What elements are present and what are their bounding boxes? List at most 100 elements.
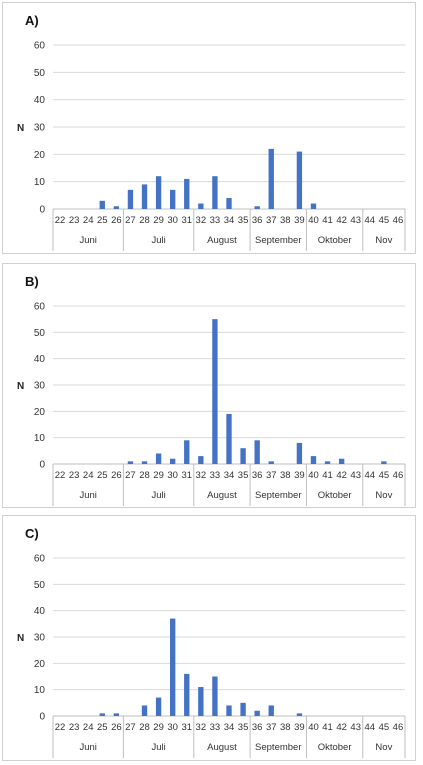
bar bbox=[127, 189, 134, 209]
bar bbox=[212, 676, 218, 716]
x-tick-label: 42 bbox=[336, 470, 347, 481]
bar bbox=[310, 456, 317, 464]
x-tick-label: 29 bbox=[153, 722, 164, 733]
y-tick-label: 0 bbox=[39, 712, 45, 723]
bar bbox=[141, 705, 148, 716]
y-tick-label: 20 bbox=[34, 150, 46, 161]
x-tick-label: 42 bbox=[336, 722, 347, 733]
x-tick-label: 27 bbox=[125, 722, 136, 733]
x-tick-label: 31 bbox=[181, 470, 192, 481]
bar bbox=[268, 461, 274, 464]
bar bbox=[155, 697, 162, 716]
bar bbox=[226, 198, 232, 209]
x-tick-label: 31 bbox=[181, 722, 192, 733]
month-label: Nov bbox=[375, 742, 392, 753]
bar bbox=[113, 206, 120, 209]
bar bbox=[240, 702, 246, 716]
x-tick-label: 32 bbox=[196, 215, 207, 226]
x-tick-label: 38 bbox=[280, 470, 291, 481]
x-tick-label: 44 bbox=[365, 470, 376, 481]
bar bbox=[296, 151, 303, 209]
bar bbox=[99, 713, 105, 716]
panel-label: C) bbox=[25, 526, 39, 541]
y-tick-label: 30 bbox=[34, 633, 46, 644]
bar bbox=[254, 206, 260, 209]
month-label: Oktober bbox=[318, 490, 352, 501]
bar bbox=[324, 461, 331, 464]
y-tick-label: 50 bbox=[34, 580, 46, 591]
chart-panel-a: A) 0 10 20 30 40 50 60 N 22 23 24 25 26 27 28 29 30 31 32 3… bbox=[2, 2, 416, 254]
x-tick-label: 23 bbox=[69, 215, 80, 226]
bar bbox=[170, 618, 176, 716]
y-axis-label: N bbox=[17, 633, 24, 644]
month-label: September bbox=[255, 490, 301, 501]
bar bbox=[184, 178, 190, 209]
x-tick-label: 43 bbox=[350, 722, 361, 733]
month-label: Nov bbox=[375, 490, 392, 501]
x-tick-label: 35 bbox=[238, 215, 249, 226]
x-tick-label: 31 bbox=[181, 215, 192, 226]
x-tick-label: 29 bbox=[153, 215, 164, 226]
bar bbox=[240, 448, 246, 464]
x-tick-label: 40 bbox=[308, 215, 319, 226]
x-tick-label: 37 bbox=[266, 722, 277, 733]
bar bbox=[99, 200, 105, 209]
x-tick-label: 37 bbox=[266, 215, 277, 226]
y-axis-label: N bbox=[17, 123, 24, 134]
x-tick-label: 36 bbox=[252, 722, 263, 733]
x-tick-label: 28 bbox=[139, 722, 150, 733]
bar bbox=[198, 203, 204, 209]
x-tick-label: 34 bbox=[224, 470, 235, 481]
y-tick-label: 30 bbox=[34, 381, 46, 392]
bar bbox=[254, 710, 260, 716]
y-tick-label: 10 bbox=[34, 433, 46, 444]
y-tick-label: 0 bbox=[39, 460, 45, 471]
y-axis-label: N bbox=[17, 381, 24, 392]
x-tick-label: 27 bbox=[125, 470, 136, 481]
month-label: August bbox=[207, 742, 237, 753]
x-tick-label: 46 bbox=[393, 470, 404, 481]
x-tick-label: 34 bbox=[224, 215, 235, 226]
x-tick-label: 44 bbox=[365, 215, 376, 226]
bar bbox=[226, 705, 232, 716]
x-tick-label: 24 bbox=[83, 470, 94, 481]
y-tick-label: 60 bbox=[34, 41, 46, 52]
x-tick-label: 22 bbox=[55, 215, 66, 226]
month-label: September bbox=[255, 742, 301, 753]
bar bbox=[381, 461, 387, 464]
month-label: Juni bbox=[79, 235, 96, 246]
bar bbox=[113, 713, 120, 716]
month-label: Juni bbox=[79, 742, 96, 753]
x-tick-label: 32 bbox=[196, 722, 207, 733]
y-tick-label: 20 bbox=[34, 407, 46, 418]
month-label: Nov bbox=[375, 235, 392, 246]
chart-panel-b: B) 0 10 20 30 40 50 60 N 22 23 24 25 26 27 28 29 30 31 32 3… bbox=[2, 263, 416, 508]
bar bbox=[155, 453, 162, 464]
bar bbox=[226, 413, 232, 464]
x-tick-label: 46 bbox=[393, 215, 404, 226]
bar bbox=[198, 456, 204, 464]
x-tick-label: 42 bbox=[336, 215, 347, 226]
x-tick-label: 33 bbox=[210, 722, 221, 733]
bar bbox=[155, 176, 162, 209]
x-tick-label: 26 bbox=[111, 722, 122, 733]
x-tick-label: 45 bbox=[379, 470, 390, 481]
x-tick-label: 27 bbox=[125, 215, 136, 226]
x-tick-label: 45 bbox=[379, 722, 390, 733]
month-label: September bbox=[255, 235, 301, 246]
y-tick-label: 50 bbox=[34, 328, 46, 339]
y-tick-label: 40 bbox=[34, 606, 46, 617]
x-tick-label: 22 bbox=[55, 470, 66, 481]
x-tick-label: 23 bbox=[69, 470, 80, 481]
x-tick-label: 44 bbox=[365, 722, 376, 733]
y-tick-label: 20 bbox=[34, 659, 46, 670]
bar bbox=[141, 184, 148, 209]
bar bbox=[184, 440, 190, 464]
bar bbox=[170, 189, 176, 209]
y-tick-label: 10 bbox=[34, 685, 46, 696]
month-label: Juni bbox=[79, 490, 96, 501]
y-tick-label: 40 bbox=[34, 354, 46, 365]
